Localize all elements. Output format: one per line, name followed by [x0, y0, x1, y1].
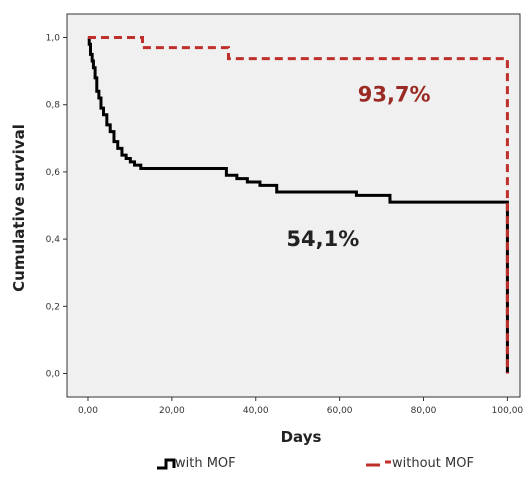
legend-label-without-mof: without MOF — [392, 456, 474, 471]
plot-area — [66, 13, 521, 398]
y-tick-label: 0,2 — [46, 302, 60, 312]
x-tick-label: 100,00 — [492, 406, 524, 416]
x-axis-ticks: 0,00 20,00 40,00 60,00 80,00 100,00 — [78, 397, 523, 416]
legend-swatch-without-mof — [366, 460, 391, 467]
x-tick-label: 60,00 — [327, 406, 353, 416]
y-axis-ticks: 0,0 0,2 0,4 0,6 0,8 1,0 — [46, 34, 67, 379]
y-tick-label: 0,6 — [46, 168, 61, 178]
annotation-layer: 93,7% 54,1% — [286, 82, 430, 250]
y-tick-label: 0,0 — [46, 369, 61, 379]
legend-label-with-mof: with MOF — [175, 456, 236, 471]
legend-swatch-with-mof — [157, 458, 176, 470]
y-tick-label: 1,0 — [46, 34, 61, 44]
series-layer — [87, 36, 509, 374]
legend: with MOF without MOF — [157, 456, 474, 471]
annotation-label: 54,1% — [286, 227, 359, 251]
x-tick-label: 40,00 — [243, 406, 269, 416]
y-tick-label: 0,8 — [46, 101, 61, 111]
y-axis-title: Cumulative survival — [10, 124, 28, 292]
x-axis-title: Days — [281, 428, 322, 446]
x-tick-label: 20,00 — [159, 406, 185, 416]
series-without-mof-line — [87, 36, 509, 374]
annotation-label: 93,7% — [358, 82, 431, 106]
y-tick-label: 0,4 — [46, 235, 61, 245]
x-tick-label: 80,00 — [411, 406, 437, 416]
x-tick-label: 0,00 — [78, 406, 98, 416]
series-with-mof-line — [87, 36, 509, 374]
